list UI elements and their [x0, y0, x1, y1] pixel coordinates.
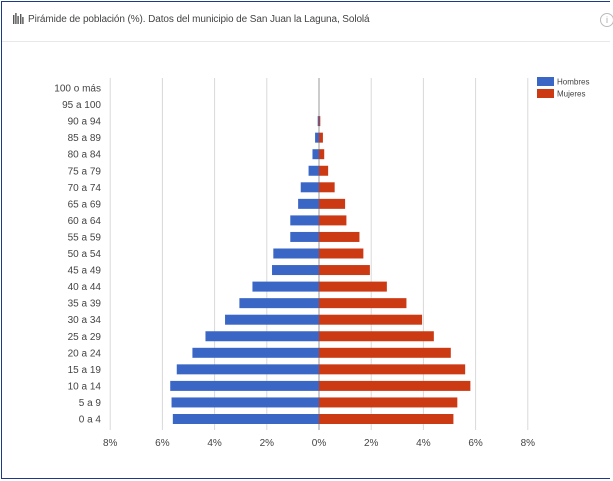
legend-swatch [537, 77, 554, 86]
y-tick-label: 35 a 39 [68, 299, 102, 310]
x-tick-label: 8% [103, 438, 118, 449]
y-tick-label: 55 a 59 [68, 232, 102, 243]
bar-hombres[interactable] [172, 414, 319, 424]
panel-header: Pirámide de población (%). Datos del mun… [2, 2, 613, 42]
bar-hombres[interactable] [176, 364, 319, 375]
y-tick-label: 15 a 19 [68, 365, 102, 376]
bar-hombres[interactable] [192, 347, 319, 358]
population-pyramid-icon [13, 13, 24, 24]
bar-mujeres[interactable] [319, 149, 325, 160]
x-axis-labels: 8% 6% 4% 2% 0% 2% 4% 6% 8% [103, 438, 535, 449]
y-tick-label: 25 a 29 [68, 332, 102, 343]
bar-mujeres[interactable] [319, 347, 451, 358]
bar-mujeres[interactable] [319, 281, 387, 292]
bar-hombres[interactable] [170, 380, 319, 391]
bar-mujeres[interactable] [319, 298, 407, 309]
y-tick-label: 85 a 89 [68, 133, 102, 144]
x-tick-label: 6% [468, 438, 483, 449]
bar-hombres[interactable] [312, 149, 319, 160]
y-tick-label: 10 a 14 [68, 381, 102, 392]
bar-hombres[interactable] [290, 231, 319, 242]
y-tick-label: 100 o más [54, 84, 101, 95]
x-tick-label: 6% [155, 438, 170, 449]
y-tick-label: 65 a 69 [68, 199, 102, 210]
bar-mujeres[interactable] [319, 397, 458, 408]
chart-title: Pirámide de población (%). Datos del mun… [28, 14, 370, 25]
bar-hombres[interactable] [252, 281, 319, 292]
x-tick-label: 4% [416, 438, 431, 449]
bars-layer [170, 116, 471, 424]
bar-mujeres[interactable] [319, 215, 347, 226]
bar-hombres[interactable] [315, 132, 319, 143]
bar-hombres[interactable] [308, 165, 319, 176]
y-tick-label: 40 a 44 [68, 282, 102, 293]
y-tick-label: 0 a 4 [79, 415, 102, 426]
y-tick-label: 80 a 84 [68, 150, 102, 161]
legend-swatch [537, 89, 554, 98]
x-tick-label: 4% [207, 438, 222, 449]
bar-mujeres[interactable] [319, 132, 323, 143]
x-tick-label: 8% [521, 438, 536, 449]
y-tick-label: 45 a 49 [68, 266, 102, 277]
bar-mujeres[interactable] [319, 116, 321, 127]
y-tick-label: 75 a 79 [68, 166, 102, 177]
legend-label: Hombres [557, 78, 589, 87]
x-tick-label: 0% [312, 438, 327, 449]
x-tick-label: 2% [364, 438, 379, 449]
bar-mujeres[interactable] [319, 182, 335, 193]
y-tick-label: 20 a 24 [68, 348, 102, 359]
bar-mujeres[interactable] [319, 265, 370, 276]
x-tick-label: 2% [260, 438, 275, 449]
info-icon[interactable]: i [600, 13, 613, 27]
bar-hombres[interactable] [290, 215, 319, 226]
y-tick-label: 50 a 54 [68, 249, 102, 260]
y-tick-label: 60 a 64 [68, 216, 102, 227]
bar-hombres[interactable] [272, 265, 319, 276]
bar-hombres[interactable] [298, 198, 319, 209]
bar-mujeres[interactable] [319, 231, 360, 242]
legend: Hombres Mujeres [537, 77, 589, 99]
bar-hombres[interactable] [300, 182, 319, 193]
legend-label: Mujeres [557, 90, 585, 99]
bar-hombres[interactable] [317, 116, 319, 127]
y-tick-label: 30 a 34 [68, 315, 102, 326]
bar-hombres[interactable] [225, 314, 319, 325]
bar-mujeres[interactable] [319, 248, 364, 259]
bar-mujeres[interactable] [319, 380, 471, 391]
bar-mujeres[interactable] [319, 198, 346, 209]
bar-mujeres[interactable] [319, 364, 466, 375]
bar-hombres[interactable] [171, 397, 319, 408]
bar-hombres[interactable] [205, 331, 319, 342]
bar-hombres[interactable] [273, 248, 319, 259]
y-tick-label: 95 a 100 [62, 100, 101, 111]
y-tick-label: 90 a 94 [68, 117, 102, 128]
bar-hombres[interactable] [239, 298, 319, 309]
bar-mujeres[interactable] [319, 165, 329, 176]
y-tick-label: 70 a 74 [68, 183, 102, 194]
y-tick-label: 5 a 9 [79, 398, 102, 409]
bar-mujeres[interactable] [319, 414, 454, 424]
bar-mujeres[interactable] [319, 331, 434, 342]
y-axis-labels: 100 o más 95 a 100 90 a 94 85 a 89 80 a 84 75… [54, 84, 101, 426]
bar-mujeres[interactable] [319, 314, 423, 325]
